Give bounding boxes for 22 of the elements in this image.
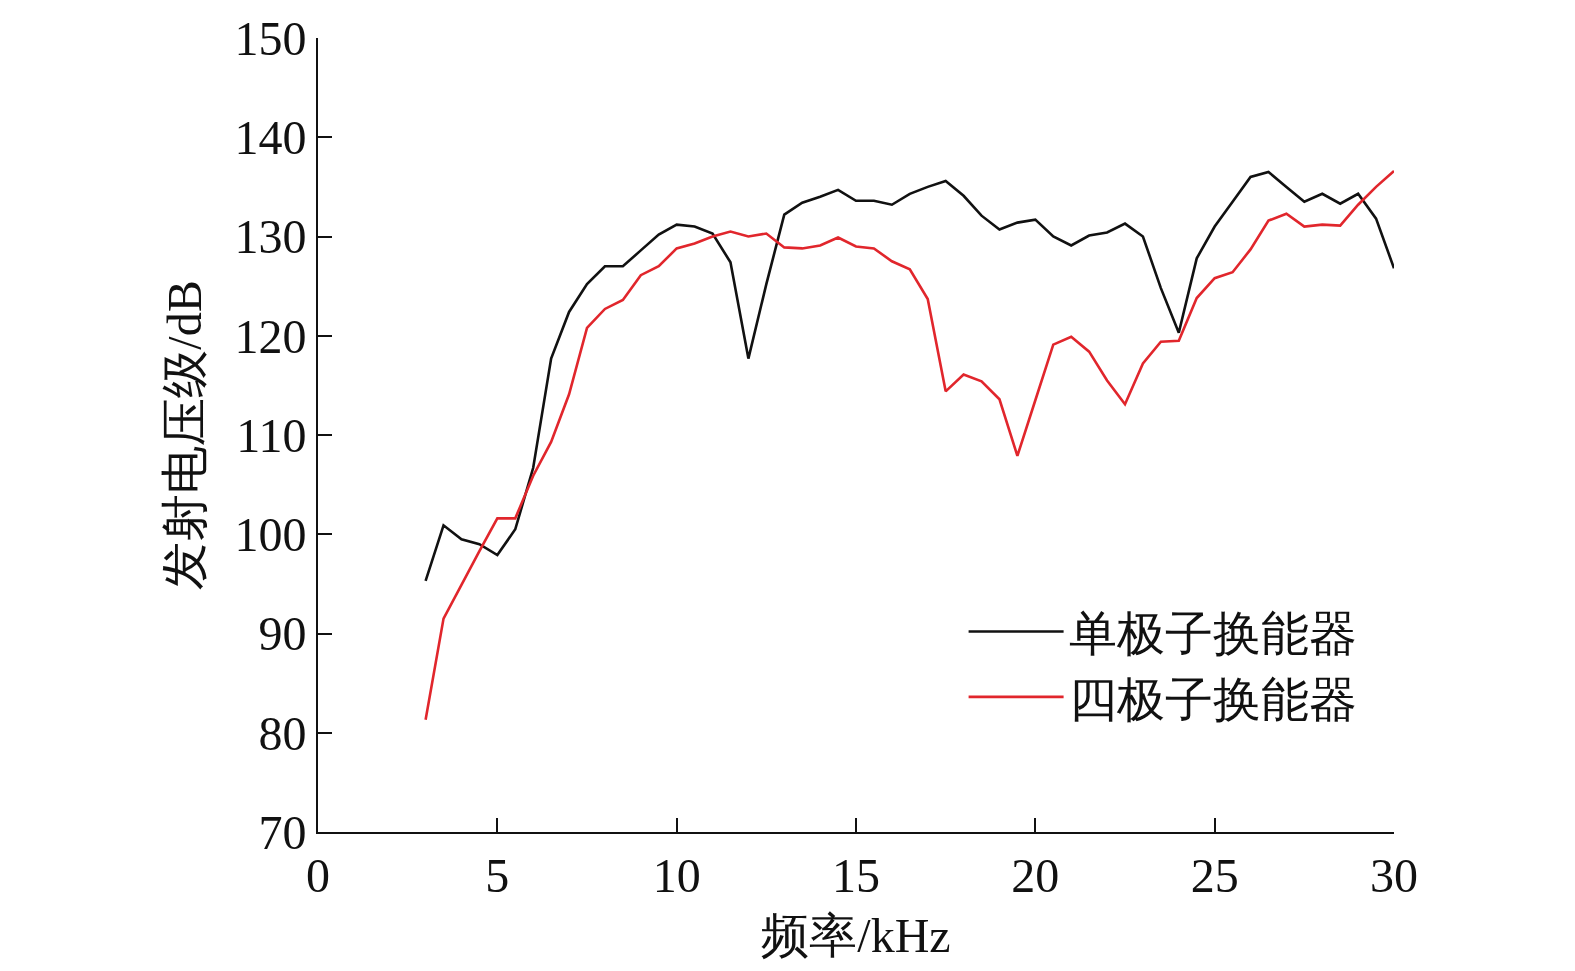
- y-tick-label: 120: [234, 309, 307, 363]
- y-tick-label: 80: [258, 706, 307, 760]
- x-tick-label: 25: [1190, 848, 1239, 902]
- x-tick-label: 5: [485, 848, 510, 902]
- y-tick-label: 130: [234, 210, 307, 264]
- x-tick-label: 20: [1011, 848, 1060, 902]
- line-series: [424, 169, 1394, 722]
- y-axis-title: 发射电压级/dB: [157, 280, 211, 590]
- y-tick-label: 90: [258, 607, 307, 661]
- y-tick-label: 70: [258, 805, 307, 859]
- y-tick-label: 150: [234, 11, 307, 65]
- x-axis-title: 频率/kHz: [761, 909, 951, 963]
- y-tick-label: 100: [234, 508, 307, 562]
- x-tick-label: 30: [1370, 848, 1418, 902]
- y-tick-label: 110: [236, 408, 307, 462]
- y-tick-label: 140: [234, 111, 307, 165]
- x-tick-label: 15: [832, 848, 880, 902]
- legend-label: 单极子换能器: [1068, 607, 1357, 661]
- legend-label: 四极子换能器: [1068, 672, 1357, 726]
- x-tick-label: 0: [306, 848, 330, 902]
- x-tick-label: 10: [652, 848, 701, 902]
- line-series: [424, 170, 1394, 583]
